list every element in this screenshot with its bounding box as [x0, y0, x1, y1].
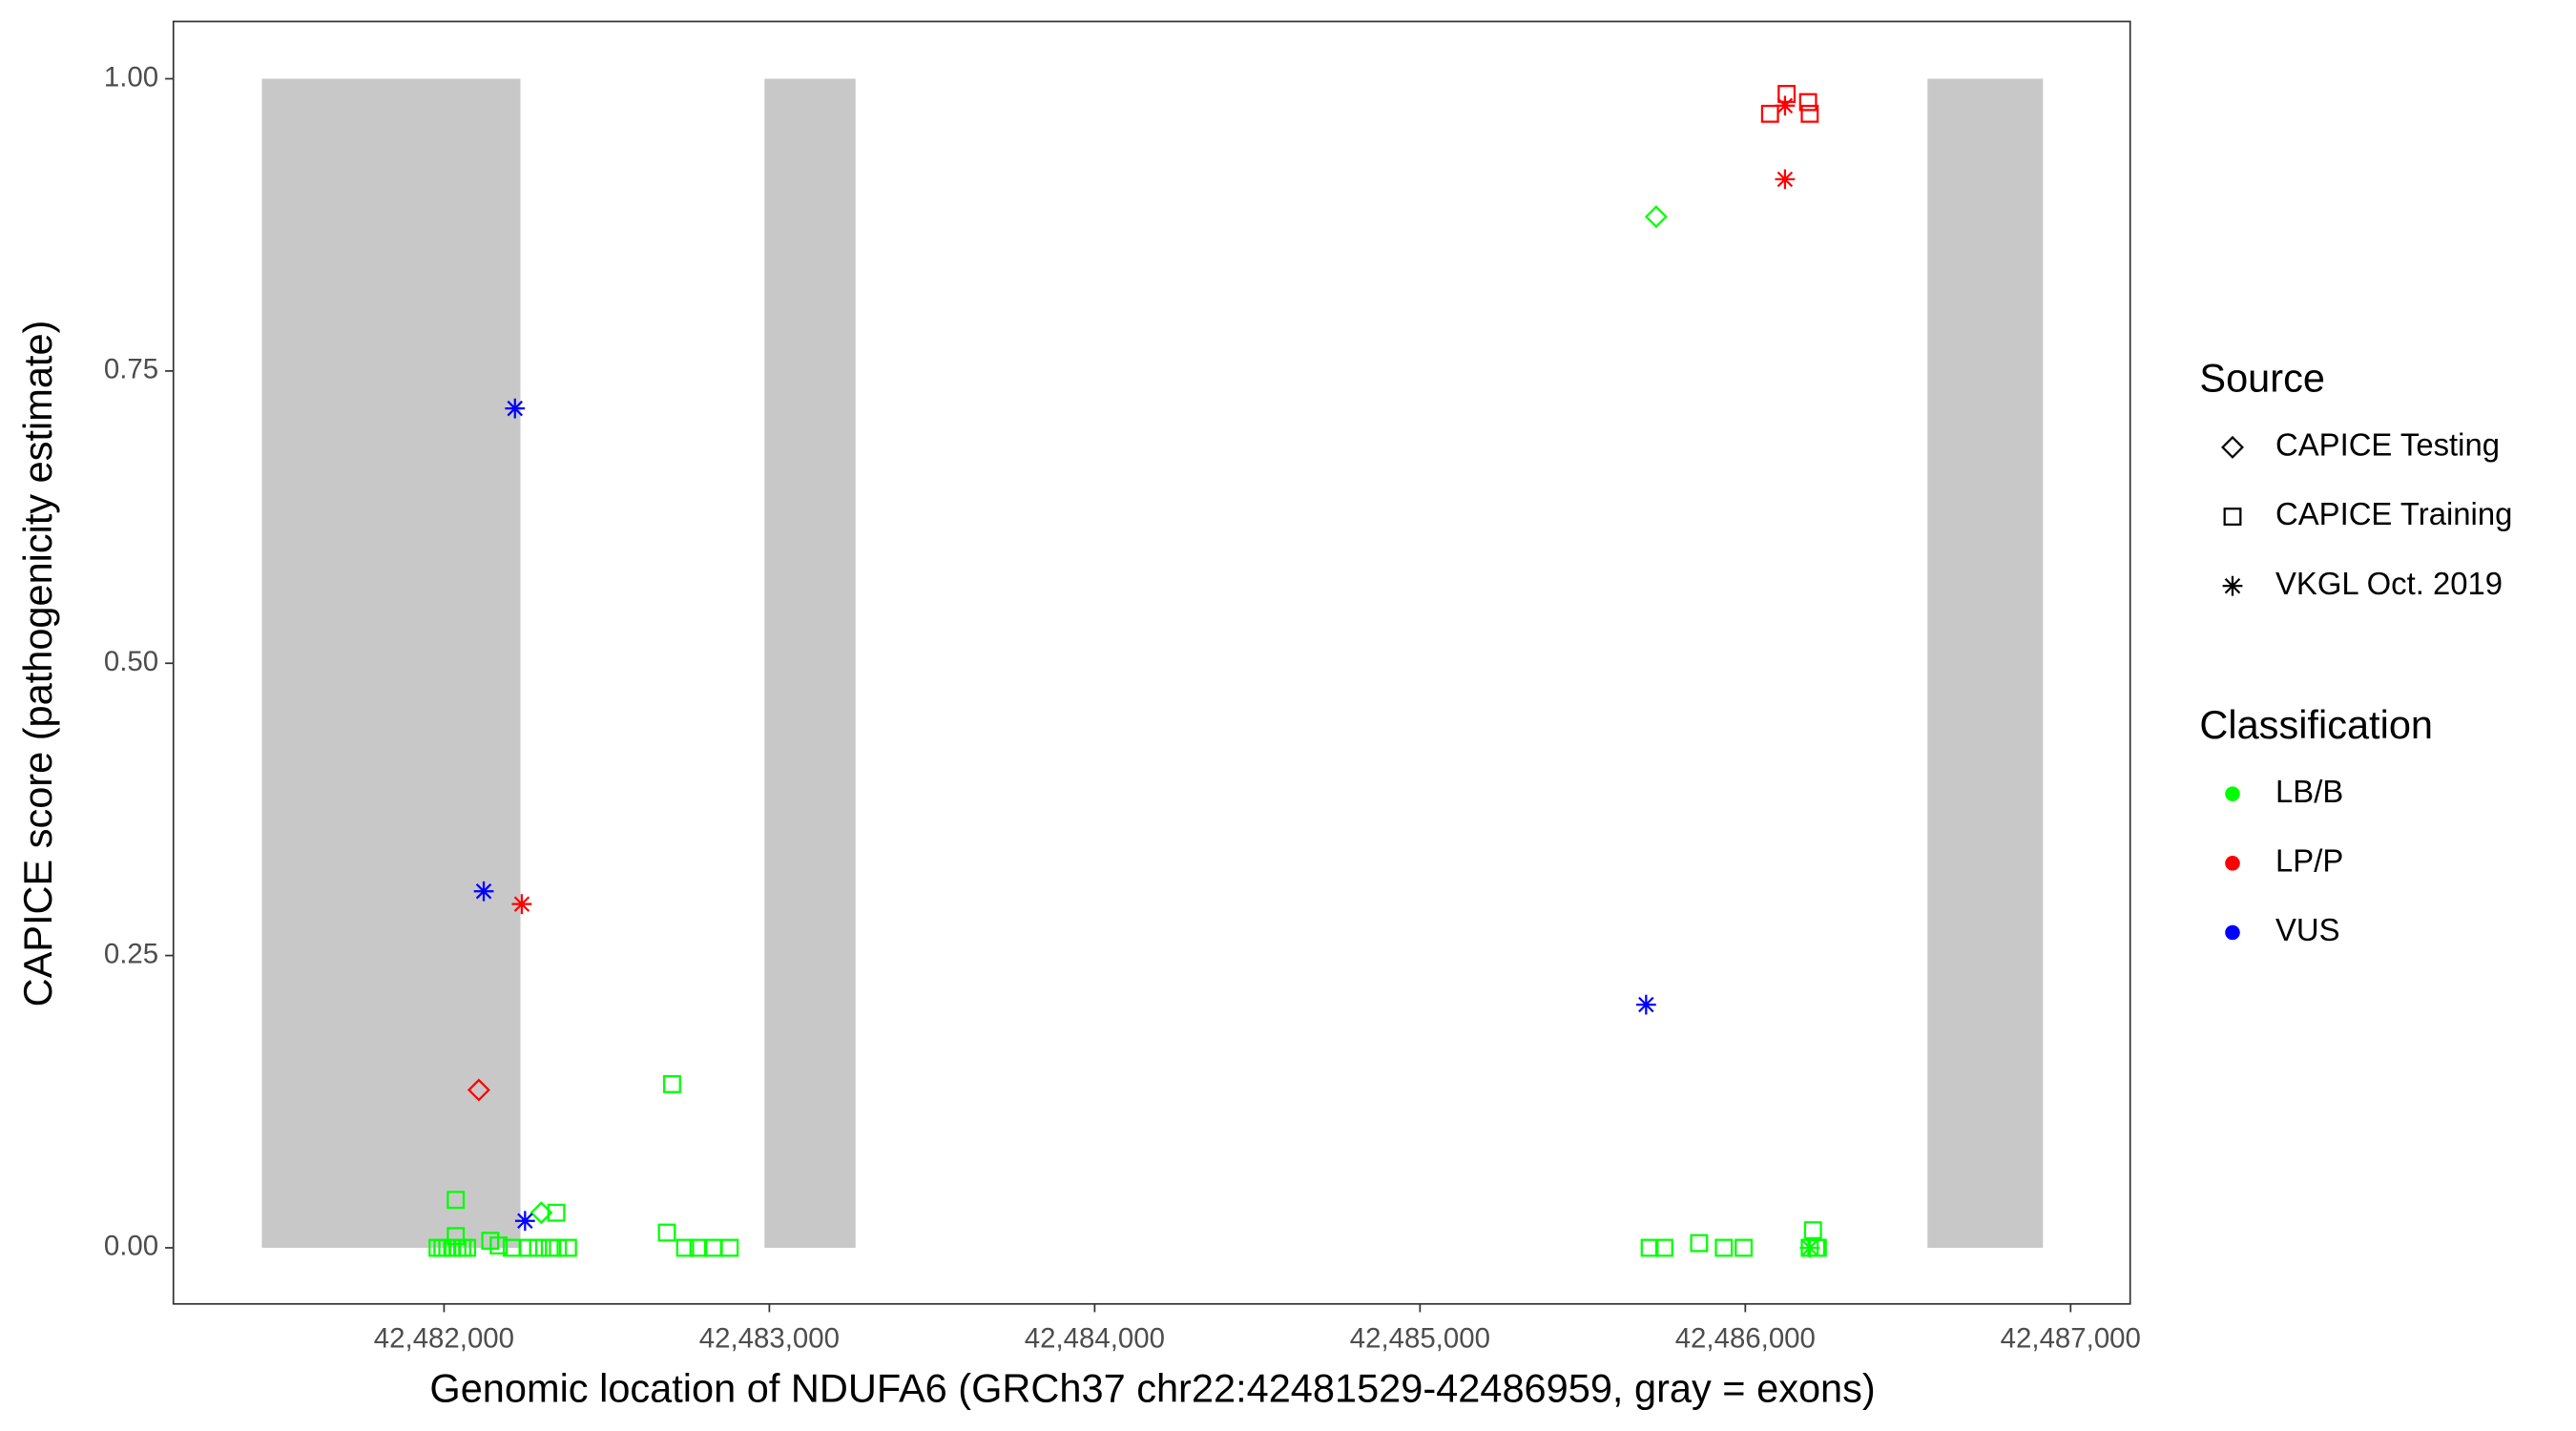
- legend-label: VUS: [2275, 912, 2340, 947]
- legend-title: Classification: [2199, 702, 2433, 747]
- point: [1635, 994, 1656, 1015]
- exon: [261, 78, 521, 1248]
- x-tick-label: 42,487,000: [2001, 1323, 2141, 1355]
- exon: [764, 78, 856, 1248]
- legend-label: LB/B: [2275, 774, 2343, 809]
- legend-label: VKGL Oct. 2019: [2275, 566, 2503, 601]
- x-axis-title: Genomic location of NDUFA6 (GRCh37 chr22…: [429, 1365, 1875, 1410]
- point: [1654, 1238, 1673, 1257]
- point: [703, 1238, 722, 1257]
- legend-swatch: [2225, 786, 2240, 801]
- plot-frame: [172, 20, 2131, 1305]
- point: [1775, 95, 1796, 116]
- point: [467, 1078, 490, 1102]
- point: [529, 1238, 548, 1257]
- legend-swatch: [2225, 856, 2240, 871]
- point: [675, 1238, 695, 1257]
- point: [447, 1191, 466, 1210]
- legend-symbol: [2223, 508, 2242, 526]
- y-axis-title: CAPICE score (pathogenicity estimate): [15, 321, 60, 1007]
- point: [1777, 85, 1797, 103]
- point: [689, 1238, 708, 1257]
- y-tick-label: 1.00: [104, 61, 158, 93]
- point: [514, 1211, 535, 1232]
- x-tick-label: 42,486,000: [1675, 1323, 1816, 1355]
- exon: [1927, 78, 2044, 1248]
- point: [489, 1236, 509, 1255]
- point: [1799, 1237, 1820, 1258]
- point: [720, 1238, 739, 1257]
- legend-label: CAPICE Training: [2275, 496, 2512, 531]
- x-tick-label: 42,483,000: [699, 1323, 840, 1355]
- point: [549, 1238, 568, 1257]
- point: [1800, 104, 1819, 123]
- point: [519, 1238, 538, 1257]
- y-tick-label: 0.75: [104, 354, 158, 385]
- y-tick-label: 0.50: [104, 646, 158, 677]
- point: [1760, 104, 1779, 123]
- point: [663, 1074, 681, 1093]
- y-tick-label: 0.00: [104, 1231, 158, 1262]
- point: [511, 894, 532, 915]
- legend-title: Source: [2199, 356, 2325, 401]
- point: [547, 1203, 566, 1222]
- point: [1644, 205, 1668, 229]
- point: [1714, 1238, 1734, 1257]
- point: [458, 1238, 477, 1257]
- x-tick-label: 42,482,000: [374, 1323, 514, 1355]
- point: [1798, 93, 1818, 112]
- point: [505, 398, 526, 419]
- point: [1690, 1234, 1709, 1253]
- point: [1775, 169, 1796, 190]
- legend-swatch: [2225, 924, 2240, 941]
- point: [1803, 1221, 1822, 1240]
- point: [558, 1238, 577, 1257]
- legend-label: CAPICE Testing: [2275, 427, 2500, 463]
- point: [473, 881, 494, 902]
- legend-label: LP/P: [2275, 843, 2343, 879]
- legend-symbol: [2221, 435, 2244, 459]
- x-tick-label: 42,485,000: [1350, 1323, 1490, 1355]
- point: [447, 1227, 466, 1246]
- point: [657, 1223, 676, 1242]
- x-tick-label: 42,484,000: [1025, 1323, 1165, 1355]
- point: [1640, 1238, 1659, 1257]
- legend-symbol: [2222, 575, 2243, 596]
- point: [1735, 1238, 1754, 1257]
- y-tick-label: 0.25: [104, 938, 158, 969]
